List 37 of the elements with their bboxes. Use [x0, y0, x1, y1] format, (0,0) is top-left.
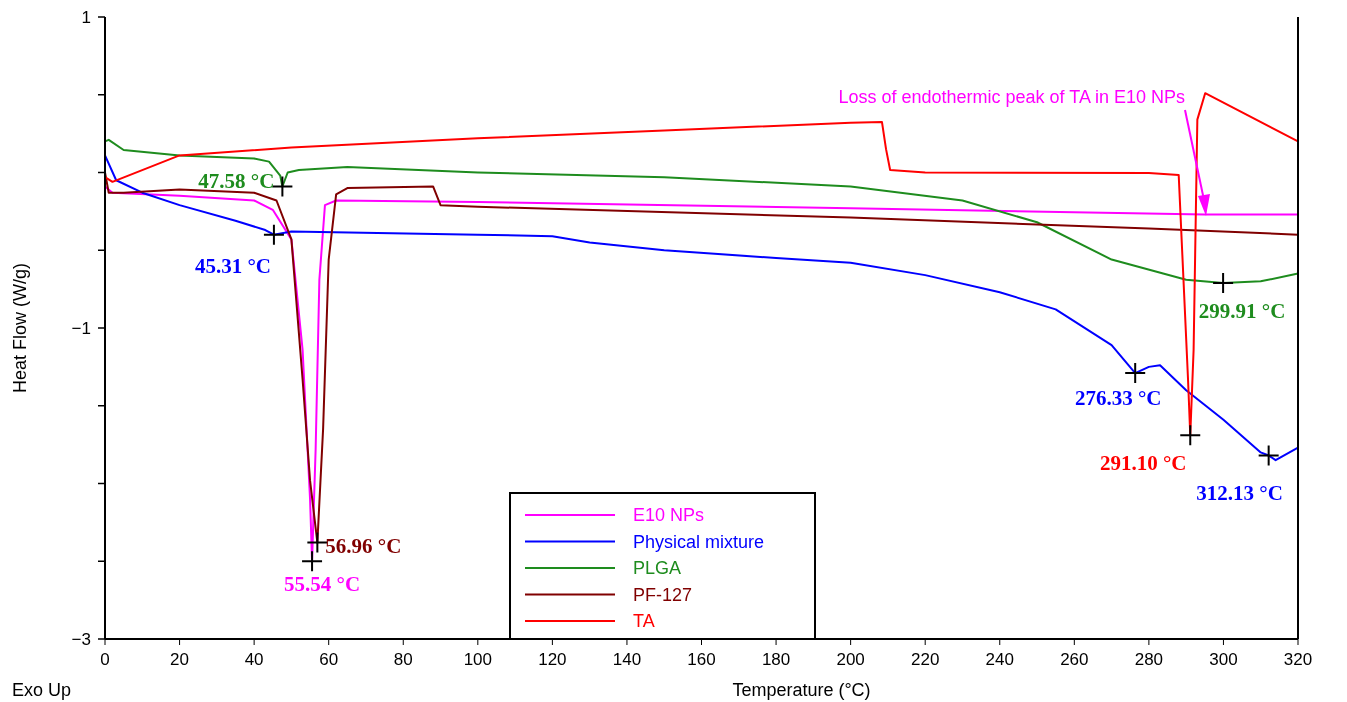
x-tick-label: 20 [170, 650, 190, 669]
x-tick-label: 260 [1060, 650, 1089, 669]
y-tick-label: 1 [81, 8, 91, 27]
annotation: 55.54 °C [284, 572, 361, 597]
annotation: Loss of endothermic peak of TA in E10 NPs [838, 87, 1185, 107]
annotation: 47.58 °C [198, 169, 275, 194]
y-axis-title: Heat Flow (W/g) [10, 262, 30, 394]
legend-label: Physical mixture [633, 531, 765, 552]
x-tick-label: 180 [761, 650, 791, 669]
annotation: 299.91 °C [1198, 298, 1286, 323]
y-tick-label: −1 [71, 319, 91, 338]
text: Exo Up [12, 680, 72, 700]
legend-label: PLGA [633, 558, 682, 578]
x-tick-label: 240 [985, 650, 1014, 669]
x-tick-label: 280 [1134, 650, 1164, 669]
y-tick-label: −3 [71, 630, 91, 649]
legend-label: E10 NPs [633, 505, 705, 525]
x-tick-label: 140 [612, 650, 642, 669]
annotation: 56.96 °C [325, 533, 402, 558]
x-axis-title: Temperature (°C) [732, 680, 871, 700]
x-tick-label: 60 [319, 650, 339, 669]
x-tick-label: 100 [463, 650, 492, 669]
legend-label: TA [633, 611, 655, 631]
annotation: 276.33 °C [1074, 386, 1162, 411]
x-tick-label: 40 [244, 650, 264, 669]
x-tick-label: 160 [687, 650, 716, 669]
x-tick-label: 120 [538, 650, 567, 669]
annotation: 312.13 °C [1196, 480, 1283, 505]
x-tick-label: 300 [1209, 650, 1238, 669]
annotation: 45.31 °C [194, 253, 271, 278]
x-tick-label: 80 [393, 650, 413, 669]
legend-label: PF-127 [633, 584, 693, 605]
x-tick-label: 0 [100, 650, 110, 669]
annotation: 291.10 °C [1099, 451, 1187, 476]
x-tick-label: 320 [1283, 650, 1313, 669]
x-tick-label: 220 [911, 650, 940, 669]
x-tick-label: 200 [836, 650, 865, 669]
